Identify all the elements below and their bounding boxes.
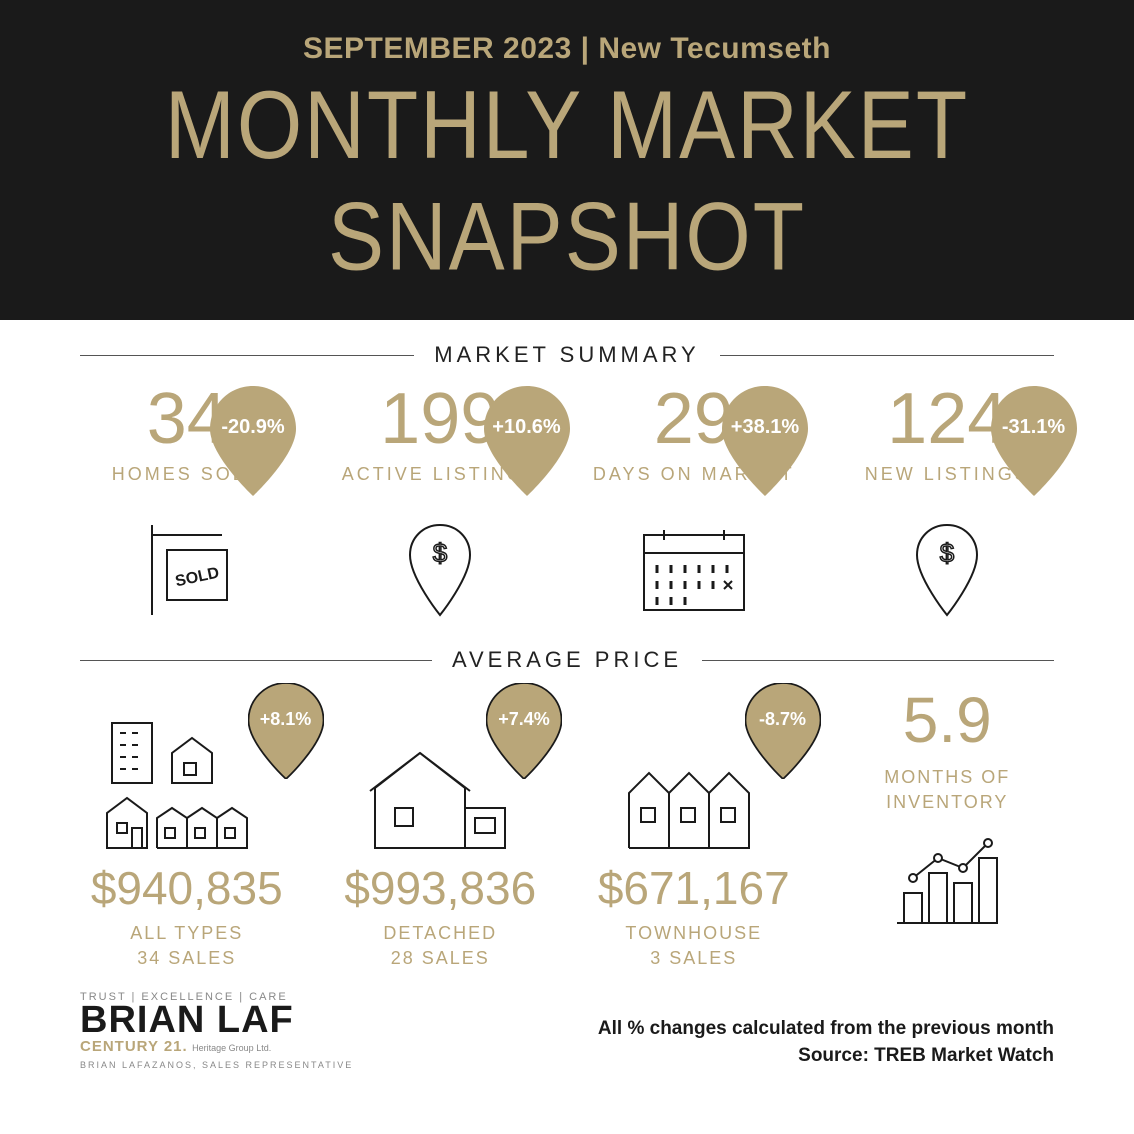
change-value: +38.1% [722, 416, 808, 439]
change-value: -20.9% [210, 416, 296, 439]
townhouse-icon: -8.7% [567, 683, 821, 853]
svg-text:$: $ [940, 538, 955, 568]
change-pin: +7.4% [486, 683, 562, 779]
logo-rep: BRIAN LAFAZANOS, SALES REPRESENTATIVE [80, 1060, 353, 1070]
stat-value: 124 [887, 378, 1007, 460]
logo-brand-sub: Heritage Group Ltd. [192, 1043, 271, 1053]
change-value: -31.1% [991, 416, 1077, 439]
stat-days-on-market: 29 +38.1% DAYS ON MARKET [567, 378, 821, 625]
section-divider-summary: MARKET SUMMARY [80, 342, 1054, 368]
price-value: $671,167 [567, 861, 821, 915]
logo-brand: CENTURY 21. [80, 1038, 188, 1055]
footer-note-1: All % changes calculated from the previo… [598, 1016, 1054, 1043]
change-pin: -31.1% [991, 386, 1077, 496]
change-pin: +10.6% [484, 386, 570, 496]
inventory-label: MONTHS OFINVENTORY [821, 765, 1075, 815]
logo-name: BRIAN LAF [80, 1003, 353, 1037]
footer: TRUST | EXCELLENCE | CARE BRIAN LAF CENT… [0, 971, 1134, 1069]
inventory-block: 5.9 MONTHS OFINVENTORY [821, 683, 1075, 971]
price-row: +8.1% $940,835 ALL TYPES34 SALES +7.4% $… [0, 683, 1134, 971]
price-label: TOWNHOUSE3 SALES [567, 921, 821, 971]
section-title: MARKET SUMMARY [434, 342, 699, 368]
stat-homes-sold: 34 -20.9% HOMES SOLD SOLD [60, 378, 314, 625]
pin-dollar-icon: $ [314, 515, 568, 625]
price-all-types: +8.1% $940,835 ALL TYPES34 SALES [60, 683, 314, 971]
svg-text:SOLD: SOLD [174, 565, 221, 591]
change-pin: +38.1% [722, 386, 808, 496]
price-townhouse: -8.7% $671,167 TOWNHOUSE3 SALES [567, 683, 821, 971]
sold-sign-icon: SOLD [60, 515, 314, 625]
report-period: SEPTEMBER 2023 | New Tecumseth [0, 32, 1134, 66]
house-icon: +7.4% [314, 683, 568, 853]
stat-active-listings: 199 +10.6% ACTIVE LISTINGS $ [314, 378, 568, 625]
svg-text:$: $ [433, 538, 448, 568]
stat-value: 199 [380, 378, 500, 460]
inventory-value: 5.9 [821, 683, 1075, 757]
change-value: +8.1% [248, 709, 324, 730]
footer-note-2: Source: TREB Market Watch [598, 1043, 1054, 1070]
agent-logo: TRUST | EXCELLENCE | CARE BRIAN LAF CENT… [80, 991, 353, 1069]
report-title: MONTHLY MARKET SNAPSHOT [0, 69, 1134, 292]
calendar-icon [567, 515, 821, 625]
change-value: +7.4% [486, 709, 562, 730]
summary-row: 34 -20.9% HOMES SOLD SOLD 199 +10.6% ACT… [0, 378, 1134, 625]
price-detached: +7.4% $993,836 DETACHED28 SALES [314, 683, 568, 971]
section-divider-price: AVERAGE PRICE [80, 647, 1054, 673]
change-pin: +8.1% [248, 683, 324, 779]
change-value: -8.7% [745, 709, 821, 730]
buildings-icon: +8.1% [60, 683, 314, 853]
price-value: $940,835 [60, 861, 314, 915]
price-value: $993,836 [314, 861, 568, 915]
chart-growth-icon [821, 833, 1075, 933]
price-label: DETACHED28 SALES [314, 921, 568, 971]
price-label: ALL TYPES34 SALES [60, 921, 314, 971]
change-pin: -20.9% [210, 386, 296, 496]
section-title: AVERAGE PRICE [452, 647, 682, 673]
change-pin: -8.7% [745, 683, 821, 779]
footer-notes: All % changes calculated from the previo… [598, 1016, 1054, 1069]
stat-new-listings: 124 -31.1% NEW LISTINGS $ [821, 378, 1075, 625]
header: SEPTEMBER 2023 | New Tecumseth MONTHLY M… [0, 0, 1134, 320]
pin-dollar-icon: $ [821, 515, 1075, 625]
change-value: +10.6% [484, 416, 570, 439]
